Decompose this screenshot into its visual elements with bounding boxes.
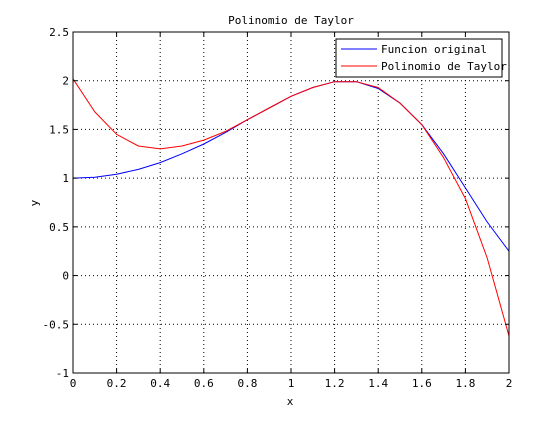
y-tick-label: 1.5 [49, 123, 69, 136]
y-tick-label: -0.5 [43, 318, 70, 331]
x-tick-label: 0.6 [194, 377, 214, 390]
x-tick-label: 1.2 [325, 377, 345, 390]
x-tick-label: 1.6 [412, 377, 432, 390]
x-tick-label: 2 [506, 377, 513, 390]
y-tick-label: -1 [56, 367, 69, 380]
grid-lines [73, 32, 509, 373]
legend-label-funcion-original: Funcion original [381, 43, 487, 56]
x-tick-label: 1.8 [455, 377, 475, 390]
y-tick-label: 2.5 [49, 26, 69, 39]
axis-ticks: 0 0.2 0.4 0.6 0.8 1 1.2 1.4 1.6 1.8 2 -1 -0.5 0 0.5 1 1.… [43, 26, 513, 390]
x-tick-label: 1.4 [368, 377, 388, 390]
legend: Funcion original Polinomio de Taylor [335, 38, 507, 78]
x-axis-label: x [287, 395, 294, 408]
y-tick-label: 2 [62, 75, 69, 88]
legend-box [335, 38, 503, 78]
x-tick-label: 0.2 [107, 377, 127, 390]
y-tick-label: 1 [62, 172, 69, 185]
chart-title: Polinomio de Taylor [228, 14, 354, 27]
x-tick-label: 0 [70, 377, 77, 390]
y-axis-label: y [28, 199, 41, 206]
series-lines [72, 78, 510, 337]
x-tick-label: 0.4 [150, 377, 170, 390]
y-tick-label: 0 [62, 270, 69, 283]
x-tick-label: 0.8 [237, 377, 257, 390]
plot-area [73, 32, 509, 373]
y-tick-label: 0.5 [49, 221, 69, 234]
x-tick-label: 1 [288, 377, 295, 390]
series-line-polinomio-de-taylor [72, 78, 510, 337]
legend-label-polinomio-de-taylor: Polinomio de Taylor [381, 60, 507, 73]
